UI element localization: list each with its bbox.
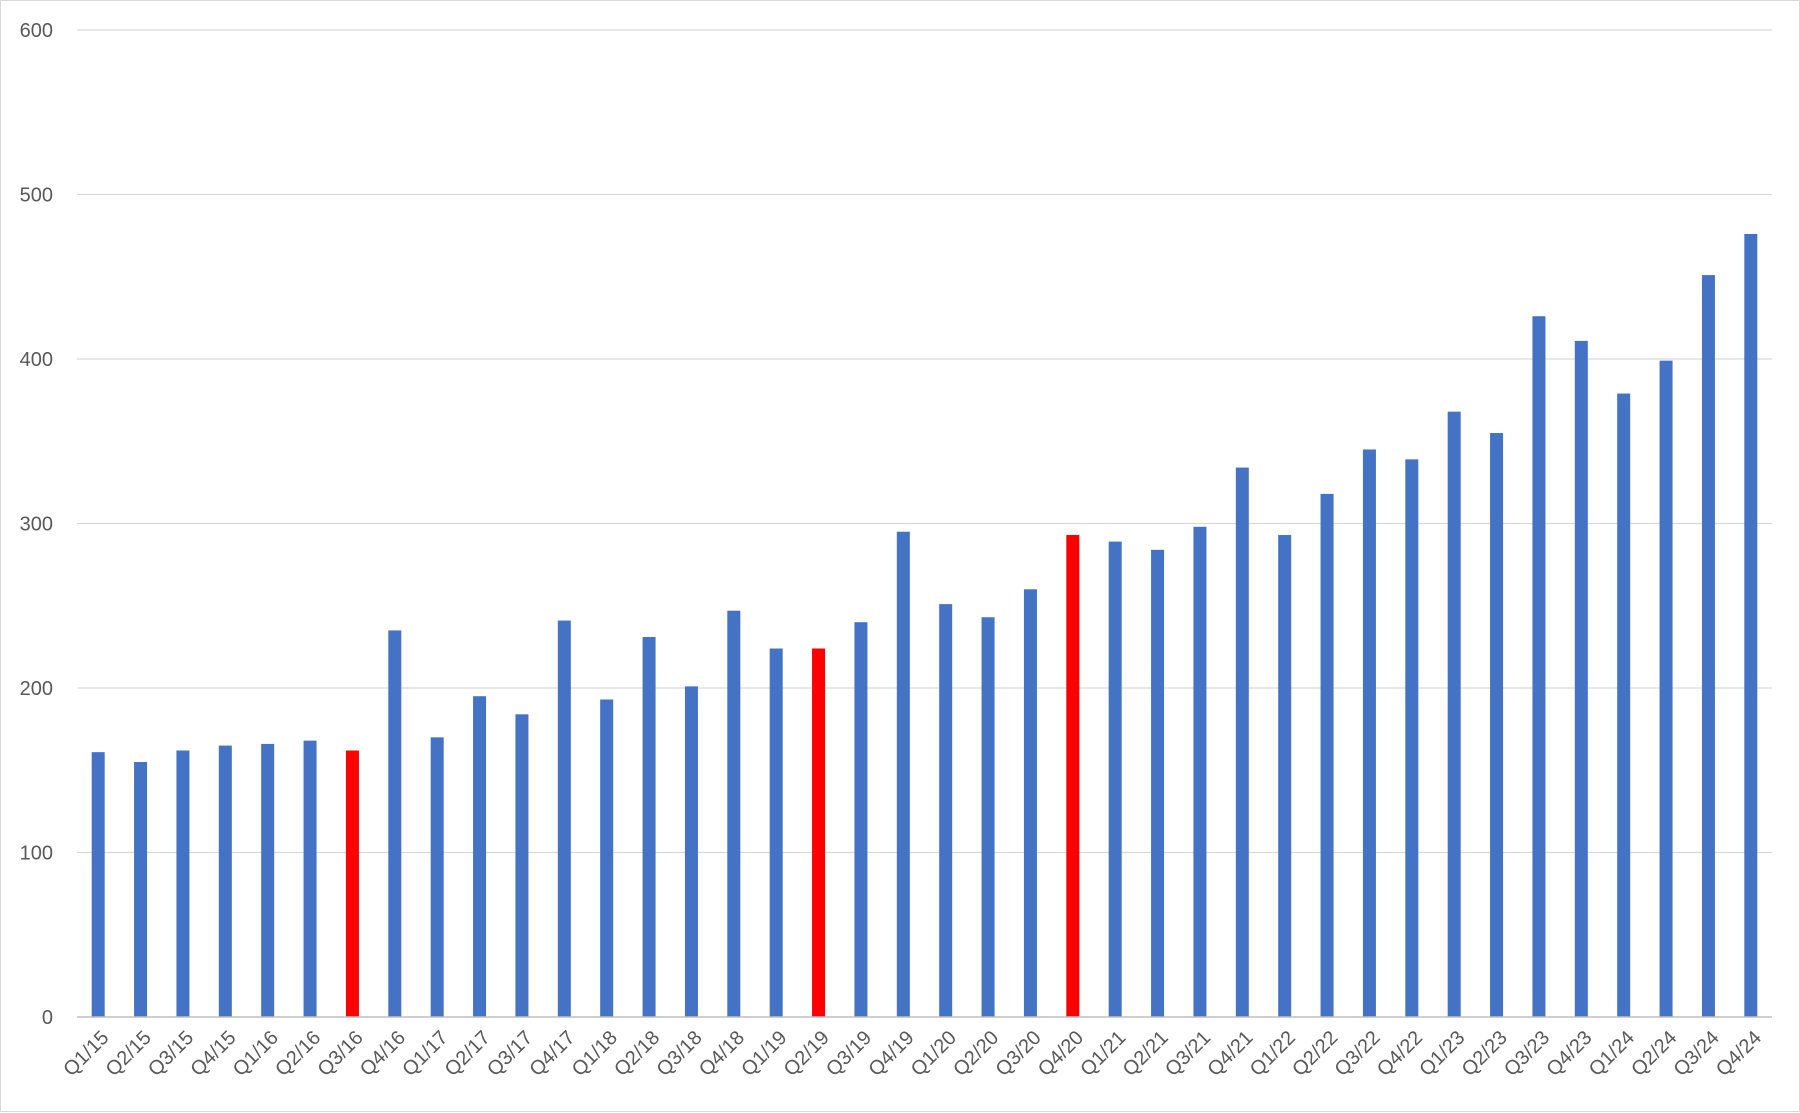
x-tick-label: Q4/21 [1203, 1027, 1257, 1081]
x-tick-label: Q4/16 [356, 1027, 410, 1081]
x-tick-label: Q1/22 [1246, 1027, 1300, 1081]
bar-q2-16 [303, 740, 317, 1017]
bar-q4-24 [1744, 233, 1758, 1018]
bar-q4-21 [1235, 467, 1249, 1017]
x-tick-label: Q3/15 [144, 1027, 198, 1081]
x-tick-label: Q2/21 [1119, 1027, 1173, 1081]
x-tick-label: Q1/24 [1585, 1027, 1639, 1081]
x-tick-label: Q2/24 [1627, 1027, 1681, 1081]
bar-q1-16 [261, 743, 275, 1017]
bar-q1-18 [600, 699, 614, 1017]
bar-q2-22 [1320, 493, 1334, 1017]
bar-q3-16 [345, 750, 359, 1017]
x-tick-label: Q1/20 [907, 1027, 961, 1081]
x-tick-label: Q3/16 [314, 1027, 368, 1081]
y-tick-label: 0 [42, 1007, 53, 1029]
x-tick-label: Q2/15 [102, 1027, 156, 1081]
bar-q3-15 [176, 750, 190, 1017]
x-tick-label: Q3/19 [822, 1027, 876, 1081]
bar-q2-23 [1490, 433, 1504, 1017]
x-tick-label: Q3/24 [1670, 1027, 1724, 1081]
bar-q4-20 [1066, 535, 1080, 1017]
y-tick-label: 100 [20, 843, 53, 865]
bar-q1-17 [430, 737, 444, 1017]
x-tick-label: Q3/22 [1331, 1027, 1385, 1081]
x-tick-label: Q4/15 [186, 1027, 240, 1081]
x-tick-label: Q3/18 [653, 1027, 707, 1081]
x-tick-label: Q2/22 [1288, 1027, 1342, 1081]
bar-q2-21 [1151, 549, 1165, 1017]
y-tick-label: 600 [20, 20, 53, 42]
x-tick-label: Q1/17 [398, 1027, 452, 1081]
bar-q3-23 [1532, 316, 1546, 1018]
x-tick-label: Q4/20 [1034, 1027, 1088, 1081]
bar-q4-22 [1405, 459, 1419, 1018]
y-tick-label: 200 [20, 678, 53, 700]
bar-q4-16 [388, 630, 402, 1017]
bar-q4-19 [896, 531, 910, 1017]
x-tick-label: Q4/24 [1712, 1027, 1766, 1081]
y-tick-label: 400 [20, 349, 53, 371]
x-tick-label: Q1/18 [568, 1027, 622, 1081]
x-tick-label: Q2/19 [780, 1027, 834, 1081]
x-tick-label: Q4/18 [695, 1027, 749, 1081]
bar-q3-19 [854, 622, 868, 1017]
x-tick-label: Q1/21 [1076, 1027, 1130, 1081]
x-tick-label: Q2/23 [1458, 1027, 1512, 1081]
x-tick-label: Q3/21 [1161, 1027, 1215, 1081]
x-axis-ticks: Q1/15Q2/15Q3/15Q4/15Q1/16Q2/16Q3/16Q4/16… [59, 1027, 1766, 1081]
x-tick-label: Q4/17 [525, 1027, 579, 1081]
bar-q2-17 [473, 696, 487, 1017]
bar-q2-20 [981, 617, 995, 1017]
bar-q2-24 [1659, 360, 1673, 1017]
bar-q2-18 [642, 637, 656, 1017]
x-tick-label: Q4/23 [1542, 1027, 1596, 1081]
y-tick-label: 500 [20, 185, 53, 207]
x-tick-label: Q3/20 [992, 1027, 1046, 1081]
bar-q4-18 [727, 610, 741, 1017]
bar-q2-15 [134, 762, 148, 1017]
bar-q1-23 [1447, 411, 1461, 1017]
bar-q1-19 [769, 648, 783, 1017]
y-axis-ticks: 0 100 200 300 400 500 600 [20, 20, 53, 1029]
bar-q3-24 [1701, 275, 1715, 1018]
bar-q1-22 [1278, 535, 1292, 1017]
x-tick-label: Q1/16 [229, 1027, 283, 1081]
bar-q3-18 [684, 686, 698, 1017]
bar-q1-24 [1617, 393, 1631, 1017]
x-tick-label: Q2/17 [441, 1027, 495, 1081]
bar-q4-23 [1574, 340, 1588, 1017]
x-tick-label: Q1/15 [59, 1027, 113, 1081]
x-tick-label: Q3/23 [1500, 1027, 1554, 1081]
x-tick-label: Q2/18 [610, 1027, 664, 1081]
bar-q1-15 [91, 752, 105, 1017]
x-tick-label: Q3/17 [483, 1027, 537, 1081]
x-tick-label: Q1/19 [737, 1027, 791, 1081]
x-tick-label: Q4/19 [864, 1027, 918, 1081]
x-tick-label: Q1/23 [1415, 1027, 1469, 1081]
x-tick-label: Q2/20 [949, 1027, 1003, 1081]
bar-q3-17 [515, 714, 529, 1017]
bar-q2-19 [812, 648, 826, 1017]
bar-q3-21 [1193, 526, 1207, 1017]
bar-q3-20 [1023, 589, 1037, 1017]
bar-q1-20 [939, 604, 953, 1017]
bars [91, 233, 1758, 1018]
x-tick-label: Q2/16 [271, 1027, 325, 1081]
gridlines [77, 29, 1772, 854]
x-tick-label: Q4/22 [1373, 1027, 1427, 1081]
bar-q4-17 [557, 620, 571, 1017]
y-tick-label: 300 [20, 514, 53, 536]
bar-q4-15 [218, 745, 232, 1017]
bar-q1-21 [1108, 541, 1122, 1017]
bar-q3-22 [1362, 449, 1376, 1018]
